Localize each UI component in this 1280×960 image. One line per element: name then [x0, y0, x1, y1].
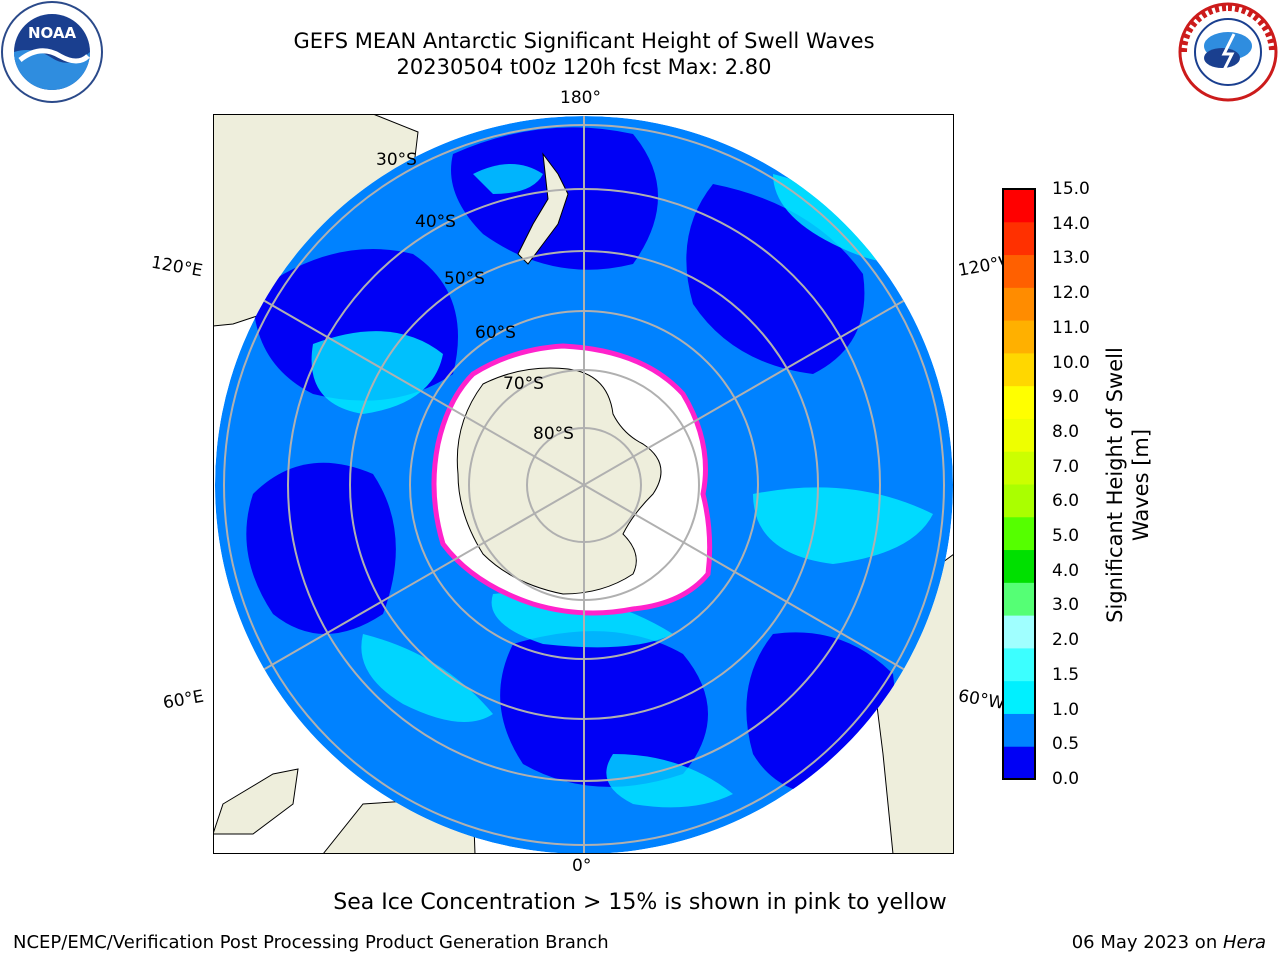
colorbar-tick-label: 10.0: [1052, 352, 1090, 373]
parallel-label-50s: 50°S: [444, 269, 485, 289]
parallel-label-80s: 80°S: [533, 424, 574, 444]
colorbar-band: [1003, 189, 1035, 223]
polar-map: [213, 114, 954, 854]
colorbar-band: [1003, 615, 1035, 649]
colorbar-tick-label: 14.0: [1052, 213, 1090, 234]
colorbar-tick-label: 6.0: [1052, 491, 1080, 512]
colorbar-tick-label: 12.0: [1052, 283, 1090, 304]
footer-date-text: 06 May 2023 on: [1071, 932, 1223, 953]
chart-subtitle: 20230504 t00z 120h fcst Max: 2.80: [396, 55, 772, 79]
parallel-label-40s: 40°S: [415, 212, 456, 232]
noaa-logo-text: NOAA: [28, 24, 77, 42]
footer-date: 06 May 2023 on Hera: [1072, 932, 1266, 953]
parallel-label-60s: 60°S: [475, 323, 516, 343]
colorbar: [1002, 188, 1036, 780]
colorbar-tick-label: 1.0: [1052, 699, 1080, 720]
colorbar-title-line2: Waves [m]: [1129, 428, 1153, 542]
colorbar-tick-label: 4.0: [1052, 560, 1080, 581]
parallel-label-30s: 30°S: [376, 150, 417, 170]
colorbar-band: [1003, 549, 1035, 583]
meridian-label-0: 0°: [572, 856, 592, 876]
colorbar-tick-label: 13.0: [1052, 248, 1090, 269]
meridian-label-180: 180°: [560, 88, 601, 108]
antarctica-land: [456, 367, 662, 595]
colorbar-tick-label: 15.0: [1052, 179, 1090, 199]
meridian-label-60e: 60°E: [161, 686, 206, 714]
colorbar-band: [1003, 680, 1035, 714]
colorbar-tick-label: 3.0: [1052, 595, 1080, 616]
meridian-label-60w: 60°W: [956, 686, 1007, 714]
colorbar-band: [1003, 287, 1035, 321]
colorbar-title-line1: Significant Height of Swell: [1103, 347, 1127, 623]
parallel-label-70s: 70°S: [503, 374, 544, 394]
colorbar-band: [1003, 516, 1035, 551]
colorbar-tick-label: 8.0: [1052, 421, 1080, 442]
colorbar-tick-label: 2.0: [1052, 630, 1080, 651]
colorbar-band: [1003, 221, 1035, 256]
colorbar-band: [1003, 713, 1035, 747]
footer-host: Hera: [1222, 932, 1266, 953]
chart-title: GEFS MEAN Antarctic Significant Height o…: [293, 29, 875, 53]
colorbar-band: [1003, 385, 1035, 419]
colorbar-tick-label: 0.0: [1052, 769, 1080, 789]
colorbar-title: Significant Height of Swell Waves [m]: [1102, 185, 1154, 785]
colorbar-tick-label: 0.5: [1052, 734, 1080, 755]
madagascar-land: [213, 768, 299, 835]
colorbar-tick-label: 5.0: [1052, 526, 1080, 547]
colorbar-band: [1003, 484, 1035, 518]
meridian-label-120e: 120°E: [149, 252, 205, 282]
colorbar-band: [1003, 254, 1035, 288]
colorbar-tick-label: 9.0: [1052, 387, 1080, 408]
new-zealand-land: [517, 152, 569, 265]
colorbar-band: [1003, 451, 1035, 485]
colorbar-tick-label: 1.5: [1052, 664, 1080, 685]
nws-logo: [1178, 2, 1278, 102]
noaa-logo: NOAA: [1, 1, 103, 103]
colorbar-tick-label: 7.0: [1052, 456, 1080, 477]
colorbar-band: [1003, 352, 1035, 387]
sea-ice-note: Sea Ice Concentration > 15% is shown in …: [333, 890, 947, 915]
colorbar-band: [1003, 418, 1035, 452]
colorbar-band: [1003, 582, 1035, 616]
colorbar-band: [1003, 320, 1035, 354]
colorbar-band: [1003, 647, 1035, 682]
colorbar-band: [1003, 746, 1035, 780]
footer-branch: NCEP/EMC/Verification Post Processing Pr…: [13, 932, 609, 953]
colorbar-tick-label: 11.0: [1052, 317, 1090, 338]
